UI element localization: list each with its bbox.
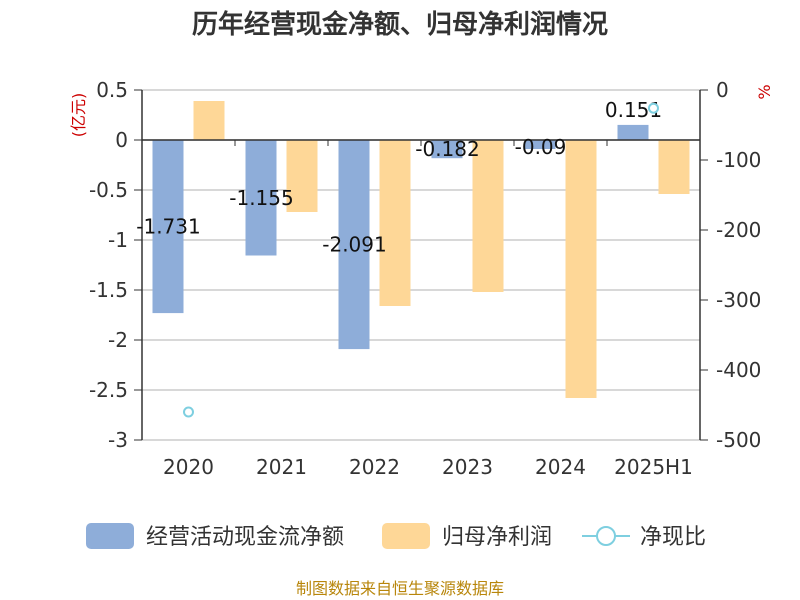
legend-label-cashflow: 经营活动现金流净额 [146, 525, 344, 550]
bar-cashflow [152, 140, 184, 314]
left-tick-label: -2.5 [89, 378, 128, 402]
chart-legend: 经营活动现金流净额 归母净利润 净现比 [86, 523, 706, 550]
left-tick-label: -0.5 [89, 178, 128, 202]
left-tick-label: 0.5 [96, 78, 128, 102]
scatter-point-ratio [183, 406, 194, 418]
legend-swatch-cashflow [86, 523, 134, 549]
data-label-cashflow: -0.09 [515, 135, 567, 159]
scatter-point-ratio [648, 102, 659, 114]
data-label-cashflow: -2.091 [322, 233, 386, 257]
right-tick-label: -400 [716, 358, 761, 382]
data-label-cashflow: -1.155 [229, 186, 293, 210]
bar-net-profit [379, 140, 411, 306]
left-tick-label: -1 [108, 228, 128, 252]
x-tick-label: 2023 [442, 455, 493, 479]
bar-net-profit [286, 140, 318, 212]
left-tick-label: -2 [108, 328, 128, 352]
bar-cashflow [524, 140, 556, 149]
bar-net-profit [565, 140, 597, 398]
bar-net-profit [658, 140, 690, 194]
x-tick-label: 2021 [256, 455, 307, 479]
left-tick-label: -3 [108, 428, 128, 452]
bar-cashflow [431, 140, 463, 159]
right-tick-label: -200 [716, 218, 761, 242]
bar-cashflow [245, 140, 277, 256]
right-tick-label: -100 [716, 148, 761, 172]
data-label-cashflow: -0.182 [415, 137, 479, 161]
chart-title: 历年经营现金净额、归母净利润情况 [192, 9, 608, 40]
left-axis-unit: (亿元) [69, 93, 88, 138]
bar-cashflow [617, 124, 649, 140]
right-tick-label: -500 [716, 428, 761, 452]
plot-area: 0.5 0 -0.5 -1 -1.5 -2 -2.5 -3 0 -100 -200 -300 -400 -… [69, 78, 774, 479]
legend-label-net-profit: 归母净利润 [442, 525, 552, 550]
x-tick-label: 2025H1 [614, 455, 693, 479]
left-tick-label: 0 [115, 128, 128, 152]
left-tick-label: -1.5 [89, 278, 128, 302]
legend-marker-ratio [596, 526, 616, 546]
x-tick-label: 2020 [163, 455, 214, 479]
right-tick-label: 0 [716, 78, 729, 102]
source-note: 制图数据来自恒生聚源数据库 [296, 579, 504, 598]
legend-label-ratio: 净现比 [640, 525, 706, 550]
bar-cashflow [338, 140, 370, 350]
right-tick-label: -300 [716, 288, 761, 312]
bar-net-profit [193, 101, 225, 140]
right-axis-unit: % [755, 84, 774, 99]
data-label-cashflow: -1.731 [136, 215, 200, 239]
legend-swatch-net-profit [382, 523, 430, 549]
x-tick-label: 2024 [535, 455, 586, 479]
bar-net-profit [472, 140, 504, 292]
x-tick-label: 2022 [349, 455, 400, 479]
